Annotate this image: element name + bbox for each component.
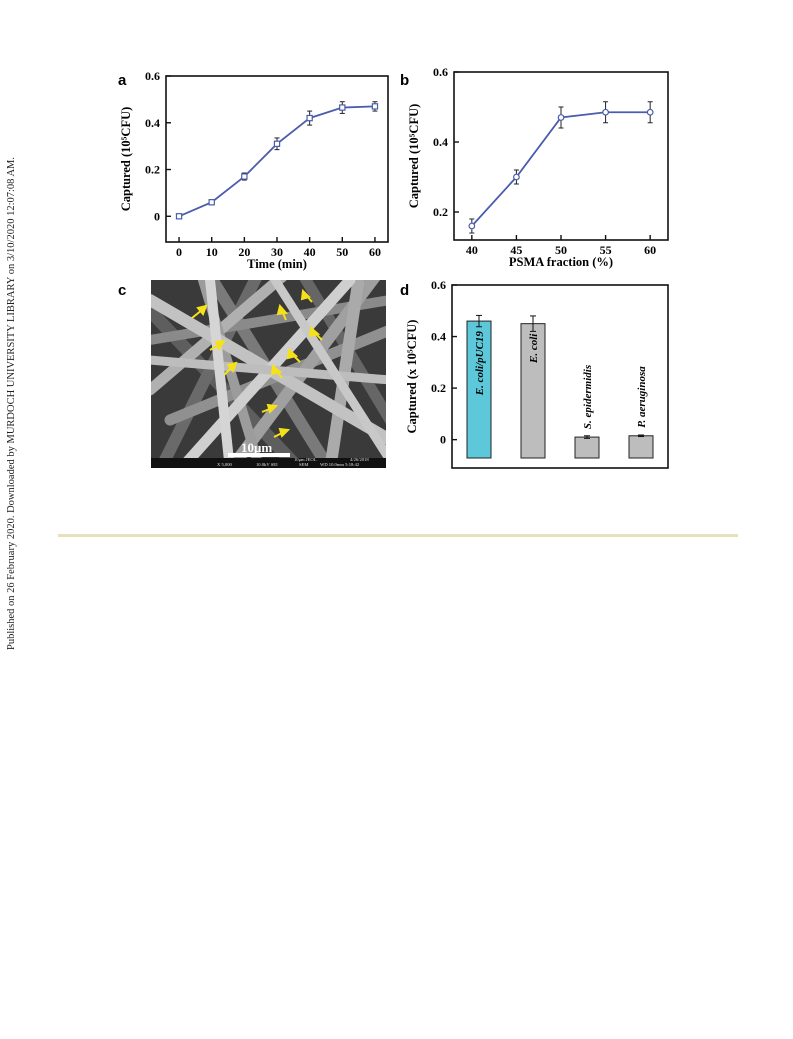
chart-a-ytick-label: 0.4 xyxy=(145,116,160,130)
chart-b-xtick-label: 55 xyxy=(600,243,612,257)
sem-micrograph: 10μm 10μm JEOL 4/26/2018 X 5,000 10.0kV … xyxy=(151,280,386,468)
chart-a-xtick-label: 0 xyxy=(176,245,182,259)
chart-d-plot-frame xyxy=(451,284,669,469)
section-divider xyxy=(58,534,738,537)
chart-d-category-label: S. epidermidis xyxy=(582,365,594,429)
chart-b-xtick-label: 60 xyxy=(644,243,656,257)
chart-b-capture-vs-psma: 0.2 0.4 0.6 40 45 50 55 60 PSMA fraction (%) Capt… xyxy=(407,65,669,269)
chart-a-xlabel: Time (min) xyxy=(247,257,307,271)
chart-b-xtick-label: 50 xyxy=(555,243,567,257)
chart-a-data-point xyxy=(339,104,346,111)
sem-arrows xyxy=(191,288,323,438)
sem-info-bar xyxy=(151,458,386,468)
chart-a-xtick-label: 20 xyxy=(238,245,250,259)
figure: a b c d 0 0.2 0.4 0.6 0 10 20 30 40 50 60 Time (min… xyxy=(118,65,669,469)
chart-d-ytick-label: 0.4 xyxy=(431,330,446,344)
sem-info-6: WD 10.0mm 5:18:42 xyxy=(320,462,360,467)
chart-b-plot-frame xyxy=(453,71,669,241)
chart-b-ytick-label: 0.6 xyxy=(433,65,448,79)
chart-a-ytick-label: 0.6 xyxy=(145,69,160,83)
panel-letter-b: b xyxy=(400,72,409,89)
sem-scale-label: 10μm xyxy=(241,440,272,455)
sem-info-5: SEM xyxy=(299,462,308,467)
panel-letter-c: c xyxy=(118,282,126,299)
chart-d-ytick-label: 0.2 xyxy=(431,381,446,395)
chart-a-ytick-label: 0.2 xyxy=(145,163,160,177)
chart-a-data-point xyxy=(241,173,248,180)
chart-b-data-point xyxy=(557,114,565,121)
chart-d-ytick-label: 0 xyxy=(440,433,446,447)
chart-a-data-point xyxy=(306,114,313,122)
chart-d-ylabel: Captured (x 10⁵CFU) xyxy=(405,320,419,434)
chart-d-category-label: E. coli/pUC19 xyxy=(474,331,486,397)
chart-a-data-point xyxy=(371,103,379,110)
chart-a-ytick-label: 0 xyxy=(154,209,160,223)
panel-letter-d: d xyxy=(400,282,409,299)
panel-letter-a: a xyxy=(118,72,127,89)
sem-info-2: 4/26/2018 xyxy=(350,457,369,462)
chart-d-bar xyxy=(574,436,600,459)
chart-b-ylabel: Captured (10⁵CFU) xyxy=(407,104,421,209)
chart-a-xtick-label: 10 xyxy=(206,245,218,259)
chart-b-xlabel: PSMA fraction (%) xyxy=(509,255,613,269)
chart-d-category-label: P. aeruginosa xyxy=(636,366,648,428)
sem-info-1: 10μm JEOL xyxy=(294,457,317,462)
chart-d-ytick-label: 0.6 xyxy=(431,278,446,292)
chart-a-capture-vs-time: 0 0.2 0.4 0.6 0 10 20 30 40 50 60 Time (min) Capture… xyxy=(119,69,389,271)
chart-d-capture-by-strain: 0 0.2 0.4 0.6 Captured (x 10⁵CFU) E. coli/pUC… xyxy=(405,278,669,469)
sem-info-4: 10.0kV SEI xyxy=(256,462,278,467)
chart-a-data-point xyxy=(273,140,281,148)
chart-d-category-label: E. coli xyxy=(528,333,540,364)
chart-b-data-point xyxy=(646,108,654,116)
sem-info-3: X 5,000 xyxy=(217,462,233,468)
chart-b-data-point xyxy=(513,173,520,181)
chart-a-xtick-label: 40 xyxy=(304,245,316,259)
chart-a-ylabel: Captured (10⁵CFU) xyxy=(119,107,133,212)
chart-b-series-line xyxy=(471,111,651,227)
chart-a-series-line xyxy=(178,105,375,218)
chart-d-bar xyxy=(466,320,492,459)
sem-scale-bar xyxy=(228,453,290,457)
chart-b-ytick-label: 0.2 xyxy=(433,205,448,219)
chart-b-xtick-label: 45 xyxy=(510,243,522,257)
chart-a-data-point xyxy=(208,199,215,206)
chart-a-xtick-label: 60 xyxy=(369,245,381,259)
chart-d-bar xyxy=(628,435,654,459)
chart-b-data-point xyxy=(468,222,476,230)
chart-a-xtick-label: 30 xyxy=(271,245,283,259)
chart-b-xtick-label: 40 xyxy=(466,243,478,257)
chart-b-data-point xyxy=(602,108,609,116)
chart-b-ytick-label: 0.4 xyxy=(433,135,448,149)
chart-a-xtick-label: 50 xyxy=(336,245,348,259)
chart-d-bar xyxy=(520,323,546,459)
chart-a-data-point xyxy=(175,213,183,220)
chart-a-plot-frame xyxy=(165,75,389,243)
sem-fibers xyxy=(151,280,386,458)
